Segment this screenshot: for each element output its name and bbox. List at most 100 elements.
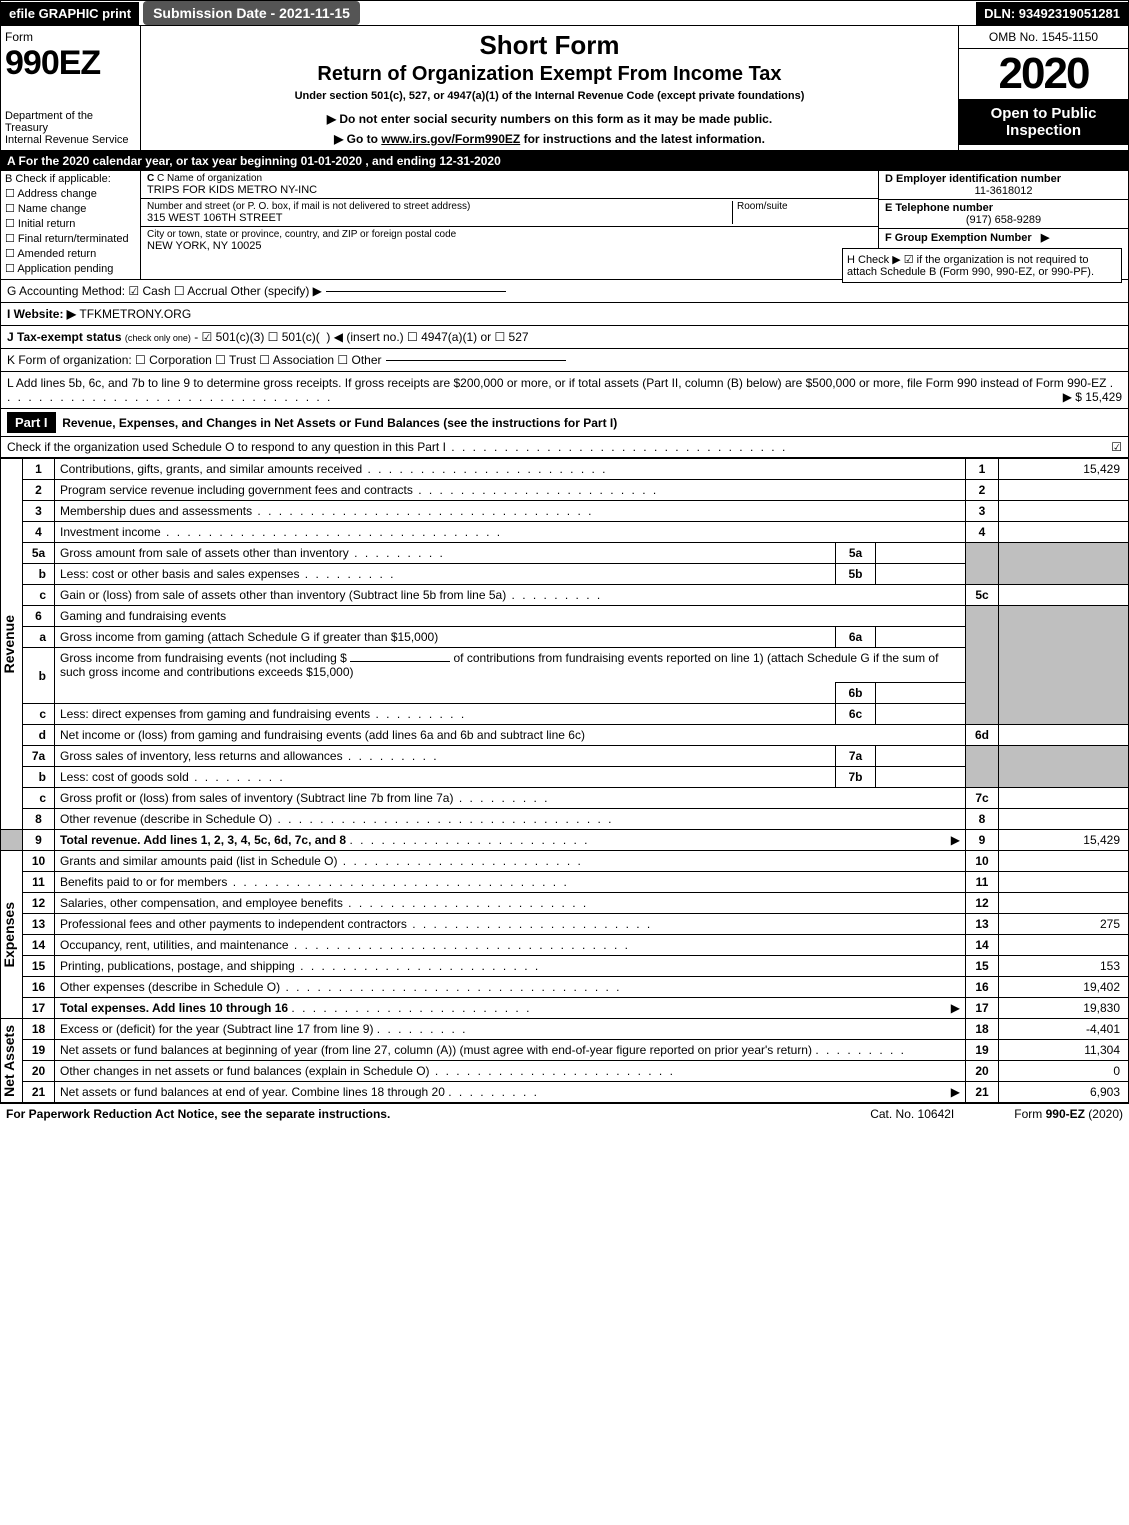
form-label: Form	[5, 30, 136, 44]
line-ref: 4	[966, 522, 999, 543]
line-value	[999, 585, 1129, 606]
room-suite: Room/suite	[732, 201, 872, 224]
line-ref: 21	[966, 1082, 999, 1103]
line-text: Gain or (loss) from sale of assets other…	[60, 588, 602, 602]
line-ref: 3	[966, 501, 999, 522]
irs-link[interactable]: www.irs.gov/Form990EZ	[381, 132, 520, 146]
line-ref: 12	[966, 893, 999, 914]
grey-cell	[966, 606, 999, 725]
line-num: 1	[23, 459, 55, 480]
e-label: E Telephone number	[885, 202, 1122, 214]
line-num: b	[23, 767, 55, 788]
check-name-change[interactable]: ☐ Name change	[5, 202, 136, 215]
line-value: 15,429	[999, 830, 1129, 851]
check-amended-return[interactable]: ☐ Amended return	[5, 247, 136, 260]
line-a: A For the 2020 calendar year, or tax yea…	[0, 151, 1129, 171]
efile-label[interactable]: efile GRAPHIC print	[1, 2, 139, 25]
box-value	[876, 683, 966, 704]
line-num: 21	[23, 1082, 55, 1103]
line-text: Benefits paid to or for members	[60, 875, 569, 889]
grey-cell	[999, 746, 1129, 788]
section-c: C C Name of organization TRIPS FOR KIDS …	[141, 171, 878, 279]
line-k: K Form of organization: ☐ Corporation ☐ …	[1, 349, 1128, 372]
line-num: 13	[23, 914, 55, 935]
line-text: Investment income	[60, 525, 502, 539]
line-num: 4	[23, 522, 55, 543]
check-final-return[interactable]: ☐ Final return/terminated	[5, 232, 136, 245]
line-text: Other expenses (describe in Schedule O)	[60, 980, 622, 994]
line-ref: 18	[966, 1019, 999, 1040]
expenses-vlabel: Expenses	[1, 902, 17, 967]
line-text: Salaries, other compensation, and employ…	[60, 896, 588, 910]
line-num: 20	[23, 1061, 55, 1082]
box-ref: 5b	[836, 564, 876, 585]
under-section: Under section 501(c), 527, or 4947(a)(1)…	[145, 90, 954, 102]
header-mid: Short Form Return of Organization Exempt…	[141, 26, 958, 150]
open-to-public: Open to Public Inspection	[959, 99, 1128, 145]
footer-right: Form 990-EZ (2020)	[1014, 1107, 1123, 1121]
line-value: 19,830	[999, 998, 1129, 1019]
line-num: 9	[23, 830, 55, 851]
box-ref: 7b	[836, 767, 876, 788]
line-ref: 14	[966, 935, 999, 956]
part1-checkbox[interactable]: ☑	[1111, 440, 1122, 454]
line-text: Less: direct expenses from gaming and fu…	[60, 707, 466, 721]
line-text: Membership dues and assessments	[60, 504, 593, 518]
org-address: 315 WEST 106TH STREET	[147, 212, 732, 224]
website-value[interactable]: TFKMETRONY.ORG	[79, 307, 191, 321]
line-num: 10	[23, 851, 55, 872]
line-num: 14	[23, 935, 55, 956]
c-label: C C Name of organization	[147, 173, 317, 184]
line-text: Professional fees and other payments to …	[60, 917, 652, 931]
check-application-pending[interactable]: ☐ Application pending	[5, 262, 136, 275]
box-value	[876, 767, 966, 788]
line-value	[999, 480, 1129, 501]
line-num: 16	[23, 977, 55, 998]
line-value: -4,401	[999, 1019, 1129, 1040]
omb-number: OMB No. 1545-1150	[959, 26, 1128, 49]
footer: For Paperwork Reduction Act Notice, see …	[0, 1103, 1129, 1124]
box-ref: 6b	[836, 683, 876, 704]
grey-cell	[999, 606, 1129, 725]
d-label: D Employer identification number	[885, 173, 1122, 185]
goto-line: ▶ Go to www.irs.gov/Form990EZ for instru…	[145, 132, 954, 146]
header-right: OMB No. 1545-1150 2020 Open to Public In…	[958, 26, 1128, 150]
line-ref: 15	[966, 956, 999, 977]
line-value: 19,402	[999, 977, 1129, 998]
check-address-change[interactable]: ☐ Address change	[5, 187, 136, 200]
top-bar: efile GRAPHIC print Submission Date - 20…	[0, 0, 1129, 26]
line-num: c	[23, 704, 55, 725]
grey-cell	[999, 543, 1129, 585]
line-j: J Tax-exempt status (check only one) - ☑…	[1, 326, 1128, 349]
line-value: 275	[999, 914, 1129, 935]
line-num: 5a	[23, 543, 55, 564]
line-num: 8	[23, 809, 55, 830]
part1-title: Revenue, Expenses, and Changes in Net As…	[62, 416, 1122, 430]
line-num: 3	[23, 501, 55, 522]
netassets-vlabel: Net Assets	[1, 1025, 17, 1097]
submission-date: Submission Date - 2021-11-15	[143, 1, 360, 25]
line-value: 11,304	[999, 1040, 1129, 1061]
box-value	[876, 746, 966, 767]
line-ref: 1	[966, 459, 999, 480]
section-b: B Check if applicable: ☐ Address change …	[1, 171, 141, 279]
line-ref: 5c	[966, 585, 999, 606]
grey-cell	[1, 830, 23, 851]
line-value: 153	[999, 956, 1129, 977]
b-label: B Check if applicable:	[5, 173, 136, 185]
check-initial-return[interactable]: ☐ Initial return	[5, 217, 136, 230]
line-text: Occupancy, rent, utilities, and maintena…	[60, 938, 630, 952]
grey-cell	[966, 543, 999, 585]
line-text: Less: cost of goods sold	[60, 770, 285, 784]
part1-table: Revenue 1 Contributions, gifts, grants, …	[0, 458, 1129, 1103]
line-text: Less: cost or other basis and sales expe…	[60, 567, 395, 581]
line-num: 19	[23, 1040, 55, 1061]
box-ref: 6a	[836, 627, 876, 648]
line-ref: 8	[966, 809, 999, 830]
line-text: Total revenue. Add lines 1, 2, 3, 4, 5c,…	[60, 833, 346, 847]
line-text: Grants and similar amounts paid (list in…	[60, 854, 583, 868]
city-label: City or town, state or province, country…	[147, 229, 456, 240]
line-num: b	[23, 564, 55, 585]
line-text: Gross income from gaming (attach Schedul…	[55, 627, 836, 648]
line-ref: 6d	[966, 725, 999, 746]
